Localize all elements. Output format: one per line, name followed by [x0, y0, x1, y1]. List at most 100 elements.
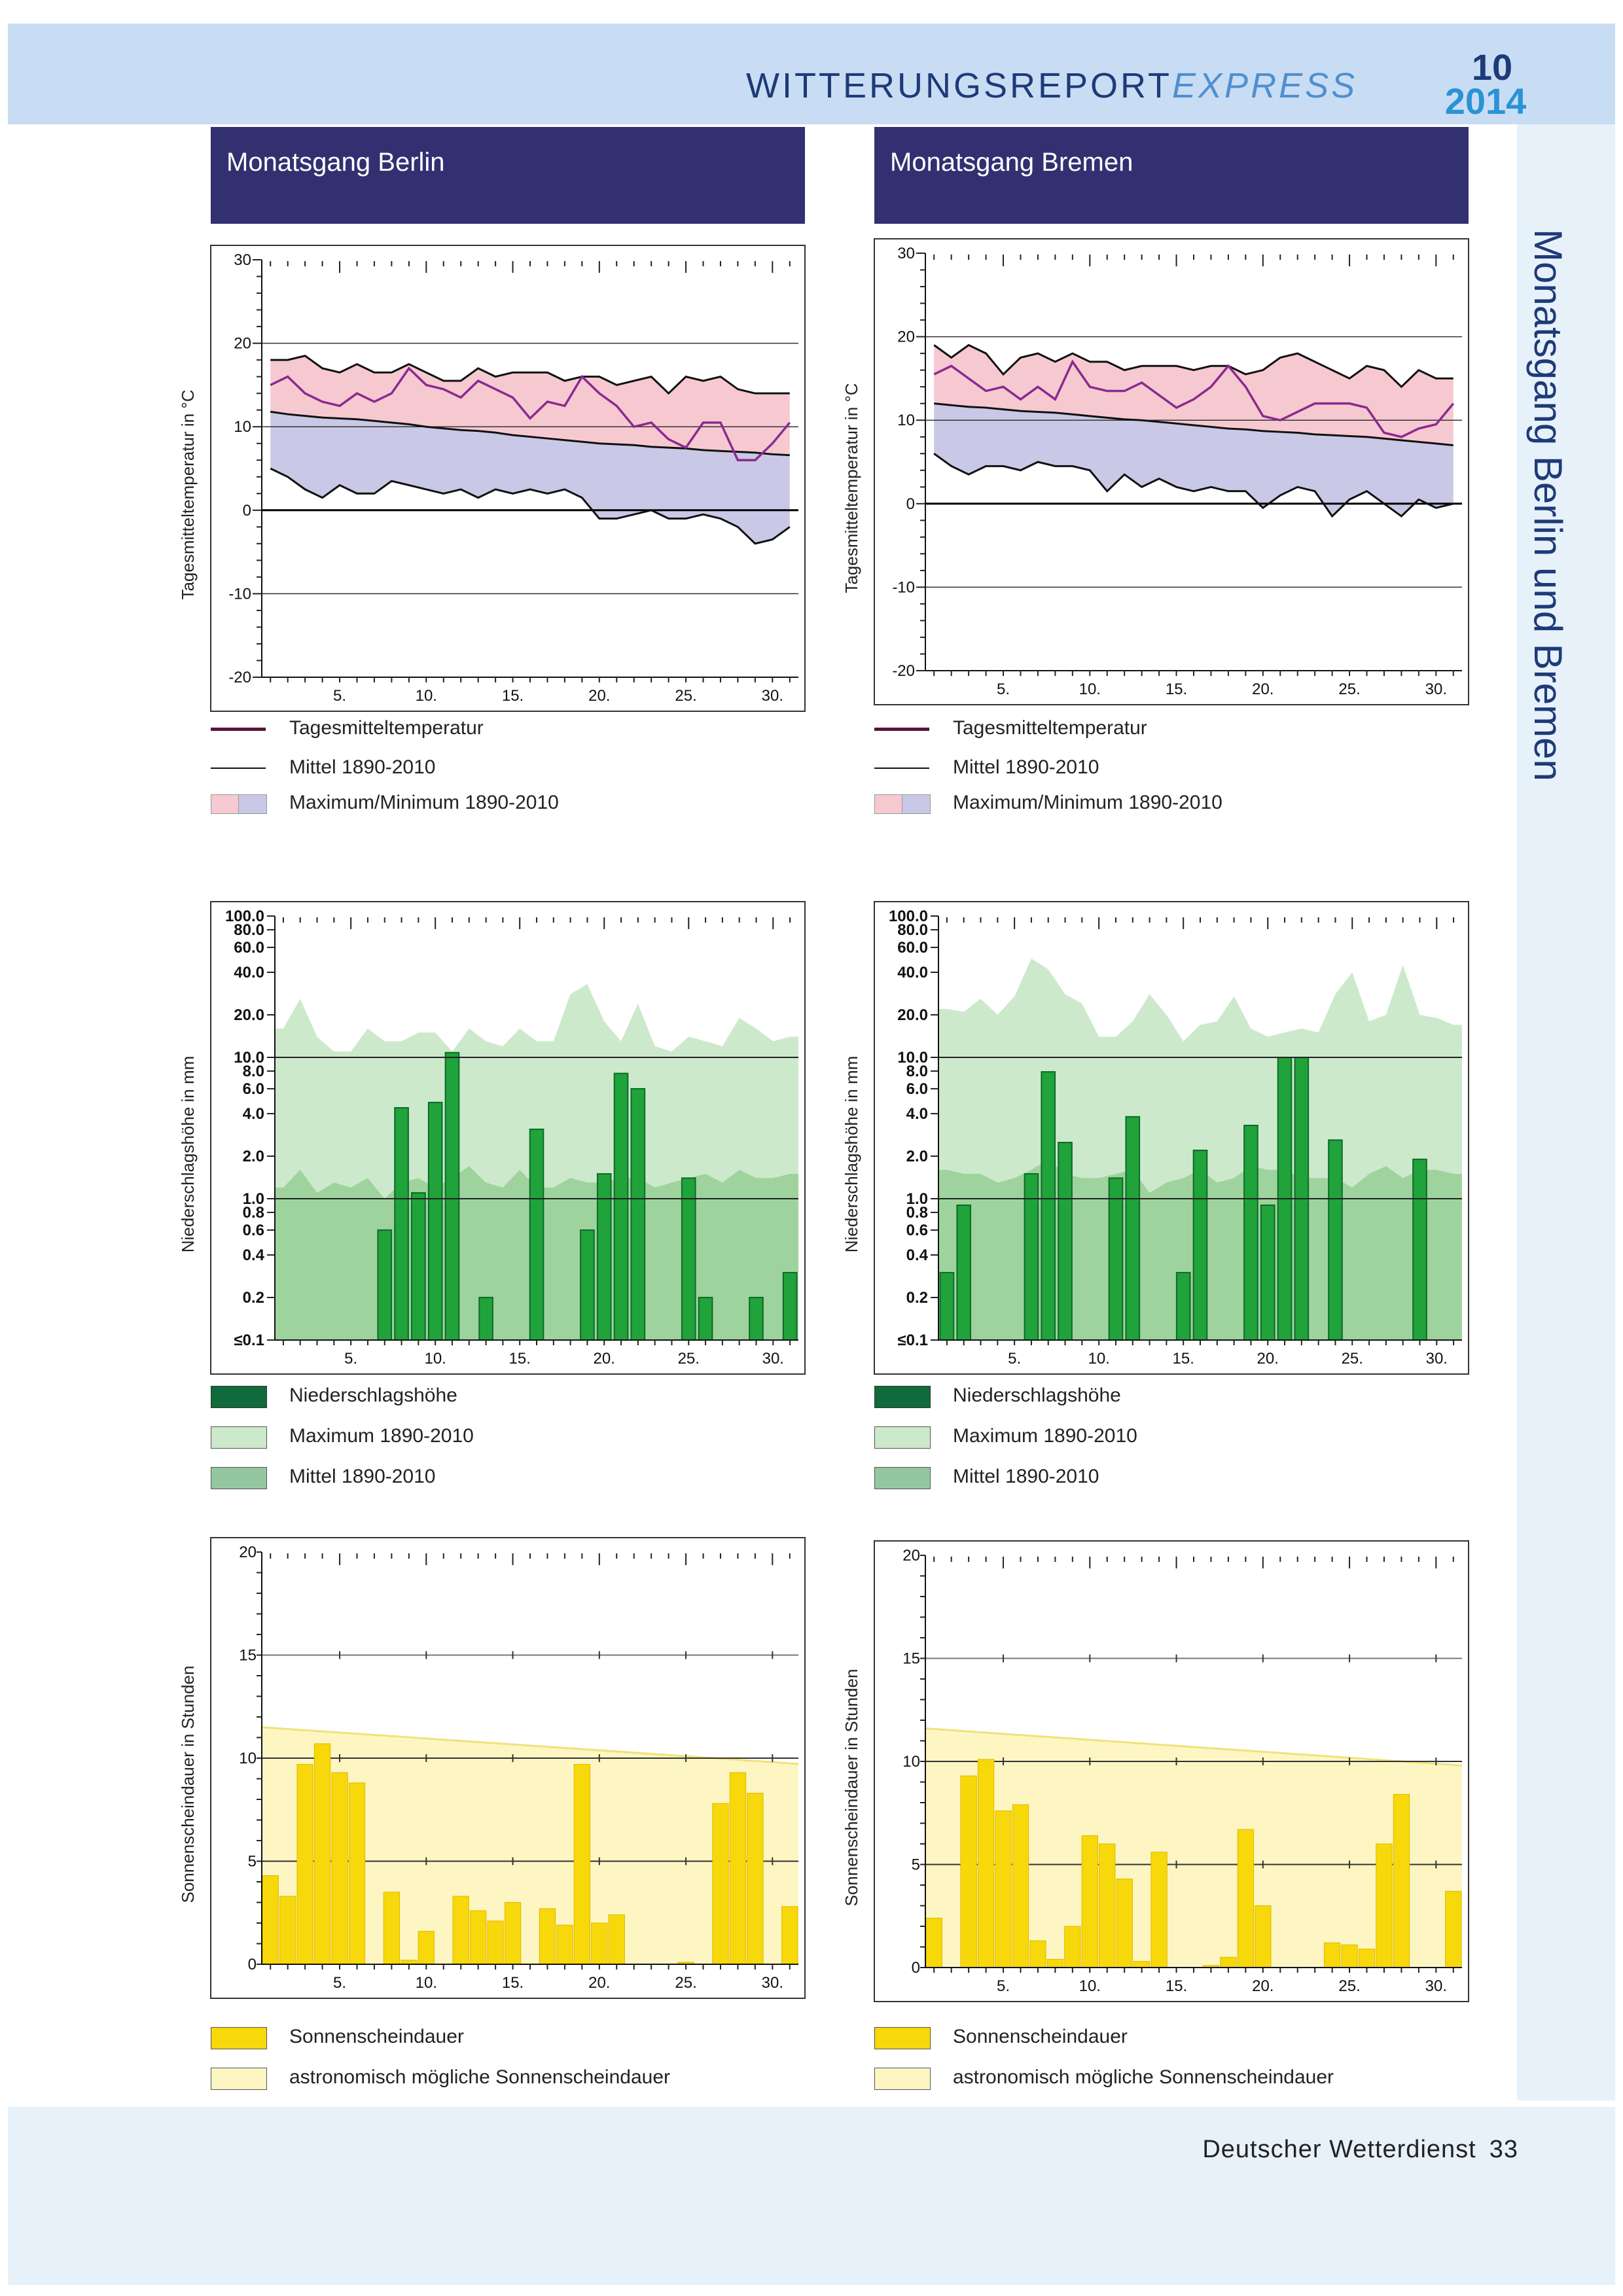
bar-sunshine — [1255, 1905, 1272, 1968]
report-title-express: EXPRESS — [1172, 66, 1358, 105]
bar-precipitation — [749, 1296, 764, 1341]
series-line-minimum — [933, 453, 1454, 518]
area-possible-sunshine — [925, 1728, 1462, 1968]
y-tick-label: 0 — [912, 1959, 920, 1977]
bar-sunshine — [1133, 1961, 1150, 1968]
y-axis-label: Tagesmitteltemperatur in °C — [842, 383, 861, 593]
bar-precipitation — [377, 1229, 393, 1341]
bar-sunshine — [925, 1917, 942, 1968]
side-title: Monatsgang Berlin und Bremen — [1526, 229, 1570, 781]
y-axis-label: Sonnenscheindauer in Stunden — [842, 1669, 861, 1907]
panel-header-berlin: Monatsgang Berlin — [211, 127, 805, 224]
x-tick-label: 30. — [762, 1974, 783, 1992]
y-tick-label: 0.8 — [243, 1204, 264, 1222]
y-tick-label: 15 — [902, 1650, 920, 1668]
chart-bremen-temperature: 30 20 10 0 -10 -20 5. 10. 15. 20. 25. 30. Tagesmitte… — [842, 238, 1469, 705]
y-tick-label: 100.0 — [889, 908, 928, 925]
bar-precipitation — [1041, 1071, 1056, 1341]
x-tick-label: 5. — [997, 680, 1010, 698]
page-number: 33 — [1489, 2136, 1518, 2163]
x-tick-label: 25. — [675, 687, 696, 705]
x-tick-label: 25. — [1338, 680, 1360, 698]
bar-sunshine — [1237, 1829, 1255, 1968]
x-tick-label: 5. — [333, 687, 346, 705]
x-tick-label: 15. — [1173, 1350, 1194, 1368]
bar-sunshine — [960, 1775, 977, 1968]
y-tick-label: 0.8 — [906, 1204, 928, 1222]
bar-sunshine — [1150, 1852, 1168, 1968]
bar-sunshine — [1445, 1890, 1462, 1968]
footer: Deutscher Wetterdienst 33 — [1202, 2136, 1518, 2164]
issue-number: 10 — [1471, 46, 1513, 88]
y-tick-label: 0.4 — [243, 1246, 265, 1264]
y-tick-label: 60.0 — [897, 939, 928, 957]
y-tick-label: 8.0 — [906, 1063, 928, 1080]
x-tick-label: 30. — [1425, 680, 1447, 698]
bar-sunshine — [1012, 1804, 1029, 1968]
y-tick-label: -10 — [892, 578, 915, 596]
bar-sunshine — [747, 1793, 764, 1965]
x-tick-label: 10. — [416, 1974, 437, 1992]
bar-sunshine — [539, 1908, 556, 1965]
y-tick-label: 20.0 — [897, 1006, 928, 1024]
chart-bremen-sunshine: 20 15 10 5 0 5. 10. 15. 20. 25. 30. Sonnenscheindau… — [842, 1540, 1469, 2002]
bar-precipitation — [1260, 1204, 1275, 1341]
area-minimum — [934, 403, 1454, 516]
y-tick-label: 6.0 — [243, 1080, 264, 1098]
y-tick-label: 5 — [248, 1853, 257, 1871]
y-tick-label: 4.0 — [906, 1105, 928, 1123]
x-tick-label: 20. — [588, 687, 610, 705]
bar-precipitation — [1125, 1116, 1141, 1341]
bar-sunshine — [729, 1772, 747, 1965]
y-tick-label: 20 — [897, 328, 915, 346]
bar-sunshine — [1393, 1793, 1410, 1968]
bar-sunshine — [1116, 1879, 1133, 1968]
bar-precipitation — [529, 1128, 544, 1341]
chart-berlin-sunshine: 20 15 10 5 0 5. 10. 15. 20. 25. 30. Sonnenscheindau… — [178, 1537, 806, 1999]
x-tick-label: 20. — [1257, 1350, 1279, 1368]
bar-sunshine — [608, 1914, 625, 1965]
y-tick-label: ≤0.1 — [234, 1332, 264, 1349]
series-line-possible — [925, 1727, 1463, 1767]
bar-precipitation — [630, 1087, 646, 1341]
y-tick-label: 8.0 — [243, 1063, 264, 1080]
series-line-mean — [934, 402, 1454, 446]
y-tick-label: ≤0.1 — [897, 1332, 928, 1349]
y-tick-label: 30 — [234, 251, 251, 269]
y-tick-label: 0.6 — [243, 1222, 264, 1239]
bar-sunshine — [296, 1763, 313, 1965]
y-tick-label: 2.0 — [906, 1148, 928, 1165]
series-line-daily-temperature — [933, 359, 1455, 438]
bar-sunshine — [1099, 1843, 1116, 1968]
bar-sunshine — [504, 1902, 522, 1965]
y-tick-label: 0.2 — [243, 1289, 264, 1307]
y-tick-label: 0 — [243, 502, 251, 520]
chart-bremen-precipitation: 100.080.060.0 40.0 20.0 10.08.06.0 4.0 2.0 1.0… — [842, 901, 1469, 1375]
bar-sunshine — [1323, 1942, 1341, 1968]
footer-publisher: Deutscher Wetterdienst — [1202, 2136, 1476, 2163]
bar-sunshine — [712, 1803, 729, 1965]
y-tick-label: 10.0 — [897, 1049, 928, 1067]
bar-sunshine — [573, 1763, 591, 1965]
y-tick-label: -10 — [228, 585, 251, 603]
bar-sunshine — [1220, 1956, 1237, 1968]
y-tick-label: 80.0 — [897, 921, 928, 939]
bar-sunshine — [1358, 1949, 1376, 1968]
bar-sunshine — [1046, 1958, 1064, 1968]
x-tick-label: 5. — [1008, 1350, 1021, 1368]
y-tick-label: 0.2 — [906, 1289, 928, 1307]
y-axis-label: Tagesmitteltemperatur in °C — [178, 389, 198, 599]
y-tick-label: 0 — [248, 1956, 257, 1973]
bar-precipitation — [444, 1051, 460, 1341]
y-tick-label: -20 — [892, 662, 915, 680]
header-band — [8, 24, 1615, 124]
y-tick-label: 40.0 — [897, 964, 928, 981]
bar-sunshine — [279, 1896, 296, 1965]
bar-sunshine — [781, 1906, 798, 1965]
x-tick-label: 25. — [1338, 1977, 1360, 1995]
bar-precipitation — [1328, 1139, 1343, 1341]
x-tick-label: 15. — [509, 1350, 531, 1368]
x-tick-label: 10. — [416, 687, 437, 705]
x-tick-label: 15. — [1166, 680, 1187, 698]
bar-sunshine — [418, 1931, 435, 1965]
